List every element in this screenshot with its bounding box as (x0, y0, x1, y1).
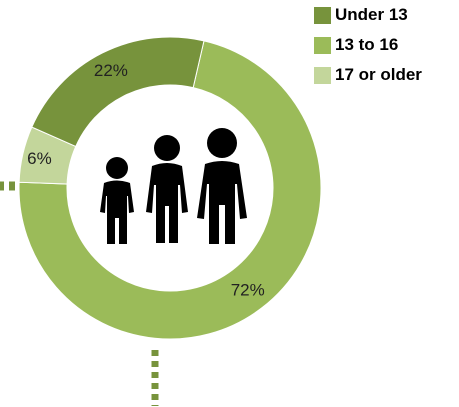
legend-swatch (314, 66, 331, 84)
slice-under-13 (31, 36, 205, 148)
legend-label: 13 to 16 (335, 35, 399, 54)
connector-lines (0, 181, 159, 406)
chart-legend: Under 13 13 to 16 17 or older (314, 4, 422, 94)
slice-label: 6% (27, 149, 52, 168)
legend-item-17-or-older: 17 or older (314, 64, 422, 86)
legend-swatch (314, 6, 331, 24)
legend-label: Under 13 (335, 5, 408, 24)
family-silhouette-icon (100, 128, 247, 244)
legend-label: 17 or older (335, 65, 422, 84)
legend-item-13-to-16: 13 to 16 (314, 34, 422, 56)
slice-label: 22% (94, 61, 128, 80)
legend-swatch (314, 36, 331, 54)
donut-slices (18, 36, 322, 340)
slice-label: 72% (231, 281, 265, 300)
legend-item-under-13: Under 13 (314, 4, 422, 26)
slice-13-to-16 (18, 40, 322, 340)
slice-labels: 72% 6% 22% (27, 61, 265, 300)
